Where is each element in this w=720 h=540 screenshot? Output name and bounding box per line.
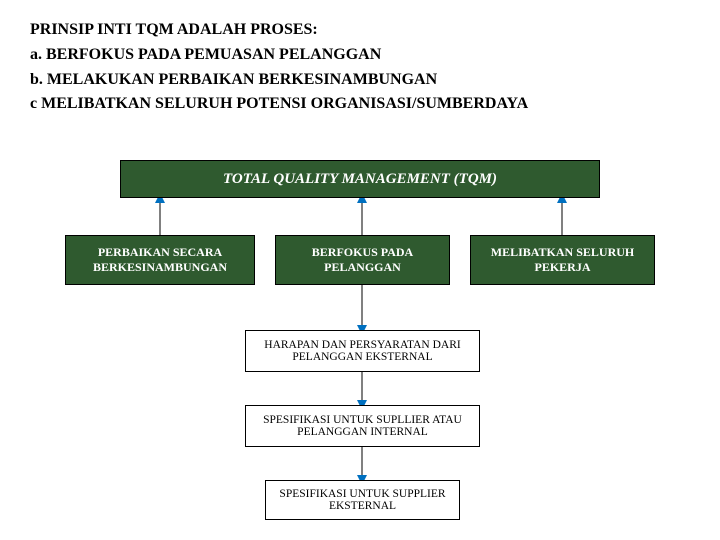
node-pillar-perbaikan: PERBAIKAN SECARA BERKESINAMBUNGAN	[65, 235, 255, 285]
node-step-supplier-eksternal: SPESIFIKASI UNTUK SUPPLIER EKSTERNAL	[265, 480, 460, 520]
header-line-4: c MELIBATKAN SELURUH POTENSI ORGANISASI/…	[30, 92, 690, 117]
header-text-block: PRINSIP INTI TQM ADALAH PROSES: a. BERFO…	[0, 0, 720, 117]
node-s3-label: SPESIFIKASI UNTUK SUPPLIER EKSTERNAL	[266, 488, 459, 512]
node-p1-label: PERBAIKAN SECARA BERKESINAMBUNGAN	[66, 245, 254, 275]
node-root-tqm: TOTAL QUALITY MANAGEMENT (TQM)	[120, 160, 600, 198]
node-s1-label: HARAPAN DAN PERSYARATAN DARI PELANGGAN E…	[246, 339, 479, 363]
node-s2-label: SPESIFIKASI UNTUK SUPLLIER ATAU PELANGGA…	[246, 414, 479, 438]
node-p2-label: BERFOKUS PADA PELANGGAN	[276, 245, 449, 275]
header-line-3: b. MELAKUKAN PERBAIKAN BERKESINAMBUNGAN	[30, 68, 690, 93]
header-line-2: a. BERFOKUS PADA PEMUASAN PELANGGAN	[30, 43, 690, 68]
node-p3-label: MELIBATKAN SELURUH PEKERJA	[471, 245, 654, 275]
header-line-1: PRINSIP INTI TQM ADALAH PROSES:	[30, 18, 690, 43]
node-step-harapan: HARAPAN DAN PERSYARATAN DARI PELANGGAN E…	[245, 330, 480, 372]
node-root-label: TOTAL QUALITY MANAGEMENT (TQM)	[223, 171, 497, 188]
node-pillar-pekerja: MELIBATKAN SELURUH PEKERJA	[470, 235, 655, 285]
node-step-suplier-internal: SPESIFIKASI UNTUK SUPLLIER ATAU PELANGGA…	[245, 405, 480, 447]
node-pillar-pelanggan: BERFOKUS PADA PELANGGAN	[275, 235, 450, 285]
